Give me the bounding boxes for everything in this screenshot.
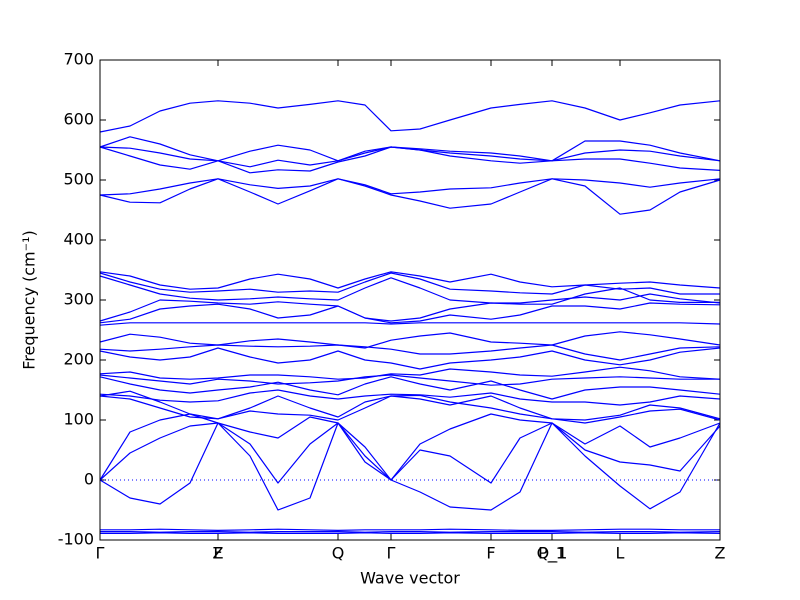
band-line bbox=[99, 178, 721, 215]
band-line bbox=[99, 302, 721, 324]
band-line bbox=[99, 146, 721, 168]
x-tick-label: Z bbox=[715, 544, 726, 563]
band-line bbox=[99, 389, 721, 406]
band-line bbox=[99, 390, 721, 424]
band-line bbox=[99, 366, 721, 380]
band-line bbox=[99, 395, 721, 421]
x-tick-label: Γ bbox=[96, 544, 105, 563]
band-line bbox=[100, 528, 720, 531]
band-line bbox=[99, 347, 721, 370]
band-line bbox=[99, 422, 721, 511]
band-line bbox=[100, 532, 721, 534]
band-line bbox=[99, 146, 721, 174]
y-tick-label: 200 bbox=[63, 350, 94, 369]
band-line bbox=[99, 287, 720, 322]
x-tick-label: L bbox=[616, 544, 625, 563]
x-tick-label: F bbox=[486, 544, 495, 563]
x-tick-label: Q bbox=[332, 544, 345, 563]
y-tick-label: 700 bbox=[63, 50, 94, 69]
band-line bbox=[99, 376, 721, 400]
y-tick-label: 300 bbox=[63, 290, 94, 309]
band-line bbox=[99, 322, 721, 326]
band-line bbox=[99, 272, 720, 295]
x-tick-label: F bbox=[213, 544, 222, 563]
band-line bbox=[99, 344, 721, 361]
x-tick-label: P_1 bbox=[538, 544, 566, 564]
band-line bbox=[99, 331, 721, 349]
y-tick-label: 400 bbox=[63, 230, 94, 249]
x-tick-label: Γ bbox=[387, 544, 396, 563]
y-tick-label: 500 bbox=[63, 170, 94, 189]
y-axis-label: Frequency (cm⁻¹) bbox=[20, 230, 39, 369]
y-tick-label: 600 bbox=[63, 110, 94, 129]
y-tick-label: 100 bbox=[63, 410, 94, 429]
band-line bbox=[99, 422, 721, 484]
band-line bbox=[99, 374, 720, 386]
band-line bbox=[99, 275, 721, 304]
x-tick-label: Q_1 bbox=[537, 544, 568, 564]
x-tick-label: Z bbox=[213, 544, 224, 563]
band-line bbox=[99, 413, 721, 481]
x-axis-label: Wave vector bbox=[360, 569, 460, 588]
y-tick-label: -100 bbox=[58, 530, 94, 549]
band-line bbox=[100, 531, 721, 533]
y-tick-label: 0 bbox=[84, 470, 94, 489]
band-line bbox=[99, 271, 721, 290]
band-line bbox=[99, 100, 721, 133]
band-line bbox=[99, 178, 721, 196]
plot-frame bbox=[99, 59, 721, 541]
